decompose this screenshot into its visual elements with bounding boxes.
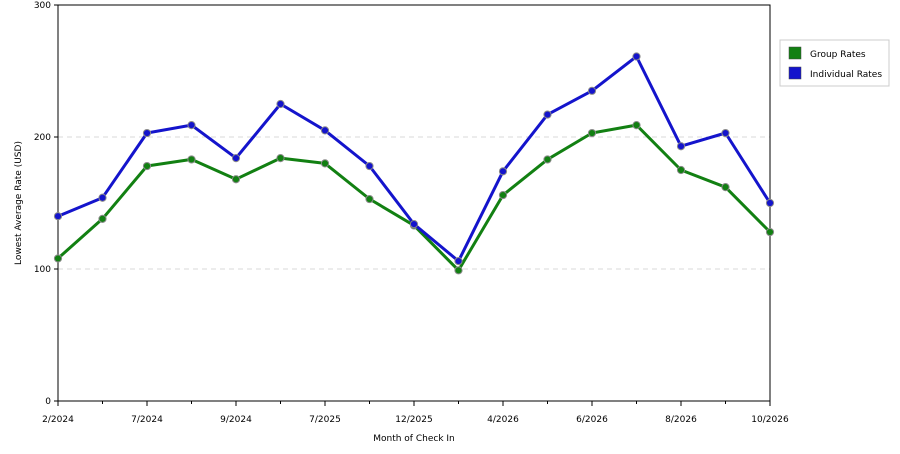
x-tick-label: 12/2025 [395,415,432,425]
x-tick-label: 10/2026 [751,415,789,425]
data-point-group-rates [276,154,285,163]
data-point-group-rates [498,190,508,200]
x-axis: 2/2024 7/2024 9/2024 7/2025 12/2025 4/2026 6/2… [42,401,789,425]
data-point-individual-rates [187,121,196,130]
legend-swatch-group-rates [788,46,802,60]
data-point-group-rates [365,194,374,204]
y-axis-title: Lowest Average Rate (USD) [14,141,24,265]
x-tick-label: 7/2024 [131,415,163,425]
x-tick-label: 4/2026 [487,415,519,425]
data-point-individual-rates [365,161,374,171]
series-group [53,52,775,275]
data-point-individual-rates [276,99,285,109]
y-tick-label: 100 [34,265,51,275]
data-point-individual-rates [231,154,241,163]
data-point-group-rates [98,214,107,223]
data-point-group-rates [721,183,730,192]
data-point-individual-rates [765,198,775,208]
data-point-group-rates [454,266,463,275]
data-point-group-rates [187,155,196,164]
y-tick-label: 200 [34,133,51,143]
data-point-group-rates [632,121,641,130]
data-point-individual-rates [98,193,107,202]
data-point-group-rates [320,159,330,168]
legend-label-group-rates: Group Rates [810,50,866,60]
data-point-individual-rates [587,86,597,95]
grid [58,136,770,270]
x-tick-label: 6/2026 [576,415,608,425]
data-point-individual-rates [498,167,508,176]
data-point-individual-rates [454,256,463,266]
y-tick-label: 300 [34,1,51,11]
data-point-group-rates [53,254,63,263]
y-axis: 0 100 200 300 [34,1,58,407]
data-point-group-rates [765,227,775,237]
x-tick-label: 7/2025 [309,415,341,425]
x-tick-label: 8/2026 [665,415,697,425]
data-point-group-rates [587,128,597,138]
x-axis-title: Month of Check In [373,434,455,444]
series-line-individual-rates [57,55,772,263]
data-point-individual-rates [409,220,419,229]
data-point-individual-rates [320,126,330,135]
plot-area-frame [57,4,771,402]
series-line-group-rates [57,123,772,272]
legend-label-individual-rates: Individual Rates [810,70,882,80]
legend-swatch-individual-rates [788,66,802,80]
data-point-individual-rates [676,142,686,151]
data-point-group-rates [676,165,686,175]
data-point-individual-rates [721,128,730,138]
data-point-individual-rates [142,128,152,138]
x-tick-label: 2/2024 [42,415,74,425]
x-tick-label: 9/2024 [220,415,252,425]
data-point-group-rates [231,175,241,184]
data-point-group-rates [142,161,152,171]
data-point-individual-rates [632,52,641,61]
y-tick-label: 0 [45,397,51,407]
data-point-individual-rates [53,212,63,221]
data-point-group-rates [543,155,552,164]
data-point-individual-rates [543,110,552,119]
legend: Group Rates Individual Rates [779,39,890,87]
